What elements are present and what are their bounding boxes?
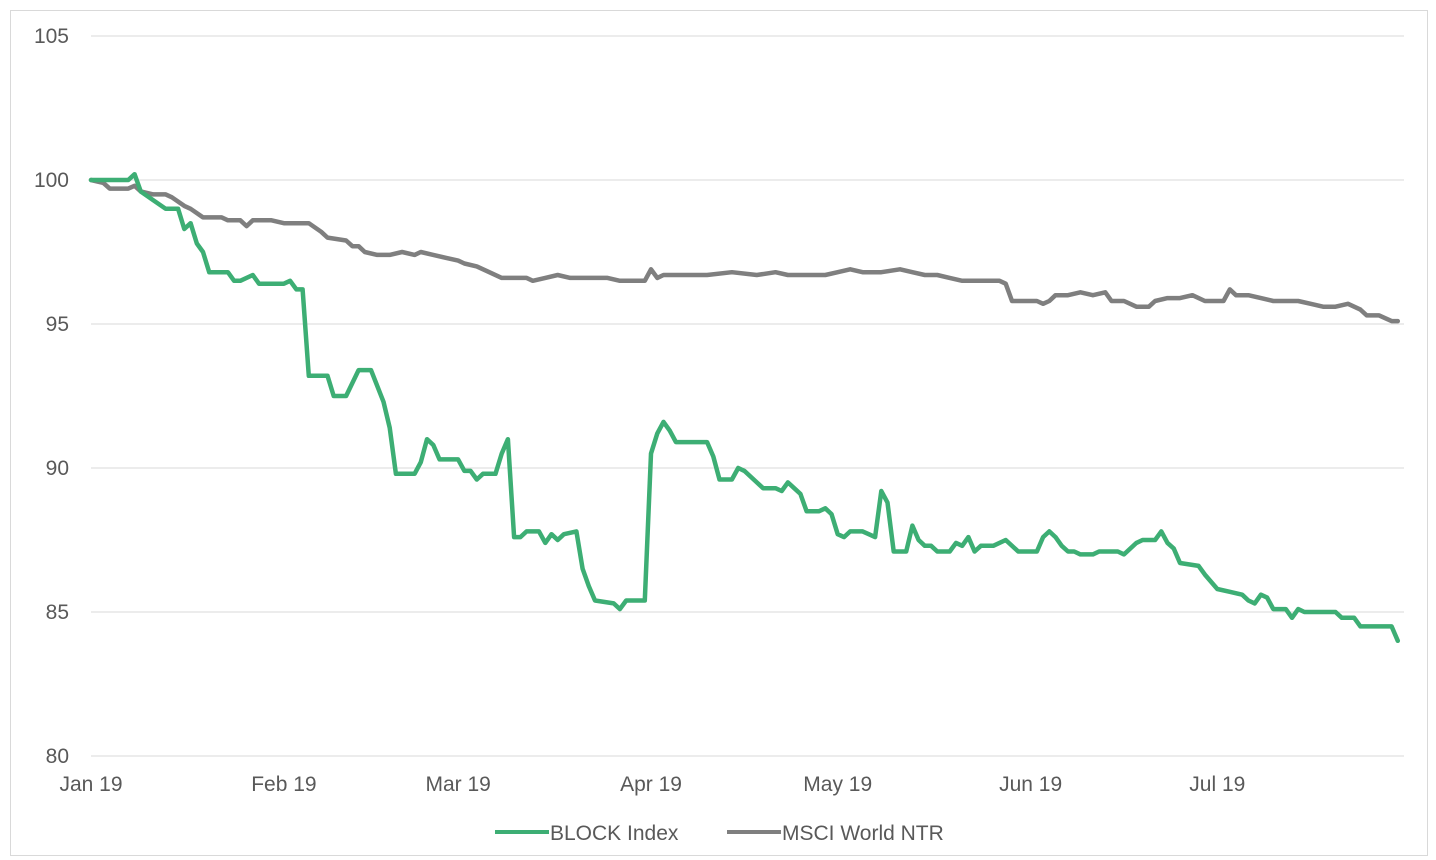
y-tick-label-80: 80 xyxy=(46,745,69,768)
y-tick-label-105: 105 xyxy=(34,25,69,48)
series-line-msci-world-ntr xyxy=(88,177,1401,324)
series-lines xyxy=(88,171,1401,644)
series-line-block-index xyxy=(88,171,1401,644)
legend-label-block-index: BLOCK Index xyxy=(550,822,679,845)
y-tick-label-90: 90 xyxy=(46,457,69,480)
x-tick-label-2: Mar 19 xyxy=(425,773,490,796)
y-axis-ticks: 80 85 90 95 100 105 xyxy=(34,25,69,768)
x-tick-label-0: Jan 19 xyxy=(59,773,122,796)
x-tick-label-6: Jul 19 xyxy=(1189,773,1245,796)
x-tick-label-5: Jun 19 xyxy=(999,773,1062,796)
x-tick-label-1: Feb 19 xyxy=(251,773,316,796)
x-tick-label-4: May 19 xyxy=(803,773,872,796)
gridlines xyxy=(91,35,1404,757)
legend-label-msci-world-ntr: MSCI World NTR xyxy=(782,822,944,845)
y-tick-label-85: 85 xyxy=(46,601,69,624)
y-tick-label-100: 100 xyxy=(34,169,69,192)
legend: BLOCK Index MSCI World NTR xyxy=(495,822,944,845)
x-axis-ticks: Jan 19 Feb 19 Mar 19 Apr 19 May 19 Jun 19 Jul … xyxy=(59,773,1245,796)
x-tick-label-3: Apr 19 xyxy=(620,773,682,796)
y-tick-label-95: 95 xyxy=(46,313,69,336)
line-chart: 80 85 90 95 100 105 Jan 19 Feb 19 Mar 19 Apr 19 M… xyxy=(34,25,1404,845)
chart-frame: 80 85 90 95 100 105 Jan 19 Feb 19 Mar 19 Apr 19 M… xyxy=(10,10,1428,856)
